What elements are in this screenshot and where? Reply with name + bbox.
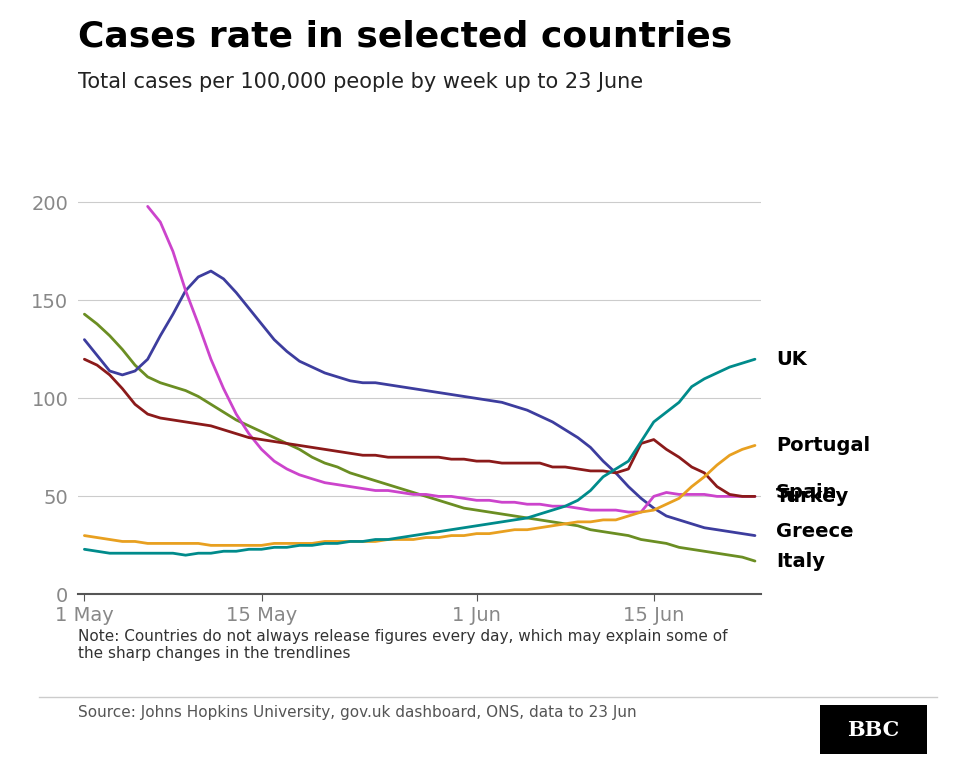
Text: Greece: Greece [776, 522, 853, 541]
Text: Italy: Italy [776, 552, 825, 571]
Text: Note: Countries do not always release figures every day, which may explain some : Note: Countries do not always release fi… [78, 629, 727, 661]
Text: UK: UK [776, 350, 807, 369]
Text: Cases rate in selected countries: Cases rate in selected countries [78, 19, 732, 53]
Text: Source: Johns Hopkins University, gov.uk dashboard, ONS, data to 23 Jun: Source: Johns Hopkins University, gov.uk… [78, 705, 636, 720]
Text: BBC: BBC [847, 719, 900, 740]
Text: Spain: Spain [776, 483, 837, 502]
Text: Portugal: Portugal [776, 436, 870, 455]
Text: Turkey: Turkey [776, 487, 849, 506]
Text: Total cases per 100,000 people by week up to 23 June: Total cases per 100,000 people by week u… [78, 72, 643, 92]
